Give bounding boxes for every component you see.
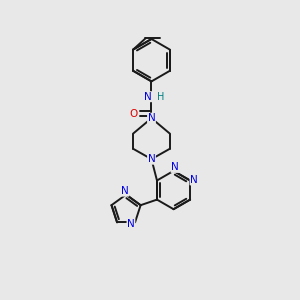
Text: N: N [121,186,129,196]
Text: N: N [190,175,198,185]
Text: N: N [171,162,179,172]
Text: N: N [148,113,155,123]
Text: H: H [157,92,165,102]
Text: N: N [144,92,152,102]
Text: N: N [148,154,155,164]
Text: N: N [127,219,135,229]
Text: O: O [130,109,138,119]
